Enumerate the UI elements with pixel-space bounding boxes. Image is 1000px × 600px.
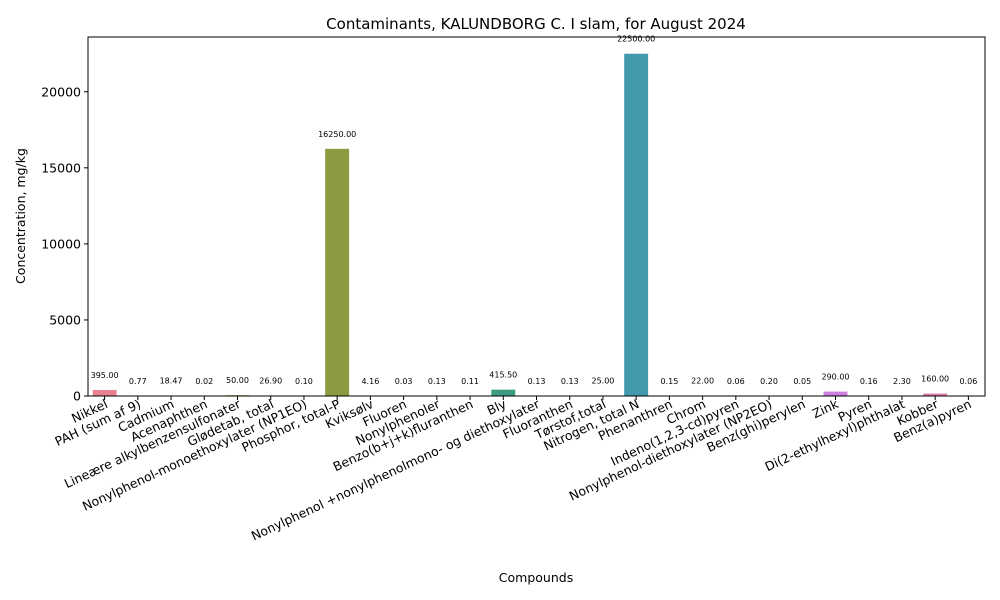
bar-value-label: 395.00: [91, 371, 119, 380]
bars-group: [92, 53, 981, 396]
bar-value-label: 0.20: [760, 377, 778, 386]
bar: [325, 148, 350, 396]
y-tick-label: 5000: [49, 312, 81, 327]
y-tick-label: 15000: [41, 160, 81, 175]
plot-frame: [87, 36, 986, 397]
bar-value-label: 18.47: [160, 377, 183, 386]
bar-value-label: 16250.00: [318, 130, 356, 139]
bar-value-label: 26.90: [259, 377, 282, 386]
x-tick-label: Zink: [810, 396, 842, 421]
bar-value-label: 415.50: [489, 371, 517, 380]
bar: [491, 389, 516, 396]
bar-value-label: 290.00: [822, 373, 850, 382]
bar-value-label: 0.11: [461, 377, 479, 386]
bar-value-label: 160.00: [921, 375, 949, 384]
bar: [923, 393, 948, 396]
bar-value-label: 0.03: [395, 377, 413, 386]
chart-title: Contaminants, KALUNDBORG C. I slam, for …: [326, 15, 746, 33]
bar-value-label: 0.06: [959, 377, 977, 386]
bar-value-label: 0.13: [528, 377, 546, 386]
bar-value-label: 0.02: [195, 377, 213, 386]
bar-value-label: 2.30: [893, 377, 911, 386]
y-axis-ticks: 0 5000 10000 15000 20000: [41, 84, 88, 404]
y-axis-label: Concentration, mg/kg: [13, 148, 28, 284]
bar-value-label: 0.16: [860, 377, 878, 386]
x-axis-label: Compounds: [499, 570, 573, 585]
bar-value-label: 50.00: [226, 376, 249, 385]
bar-value-label: 0.15: [660, 377, 678, 386]
bar-value-label: 25.00: [591, 377, 614, 386]
bar: [823, 391, 848, 396]
y-tick-label: 0: [73, 389, 81, 404]
y-tick-label: 10000: [41, 236, 81, 251]
bar-value-label: 0.13: [428, 377, 446, 386]
bar-value-label: 0.06: [727, 377, 745, 386]
bar-value-label: 0.10: [295, 377, 313, 386]
bar: [92, 389, 117, 396]
y-tick-label: 20000: [41, 84, 81, 99]
bar: [624, 53, 649, 396]
bar-value-label: 0.13: [561, 377, 579, 386]
bar-value-label: 22.00: [691, 377, 714, 386]
bar-value-label: 4.16: [361, 377, 379, 386]
bar-value-label: 0.05: [793, 377, 811, 386]
bar-value-label: 0.77: [129, 377, 147, 386]
bar-labels-group: 395.00 0.77 18.47 0.02 50.00 26.90 0.10 16250.0…: [91, 35, 978, 386]
bar-value-label: 22500.00: [617, 35, 655, 44]
